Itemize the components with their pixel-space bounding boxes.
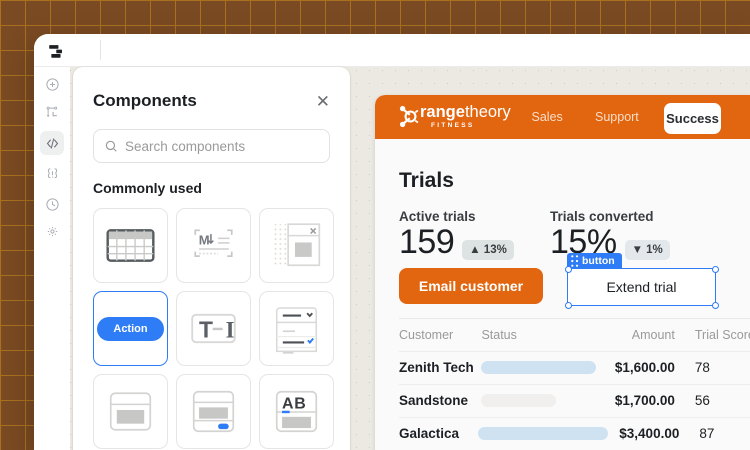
- svg-text:T: T: [199, 317, 213, 343]
- svg-text:M: M: [199, 232, 210, 247]
- svg-text:A: A: [282, 395, 294, 412]
- svg-text:I: I: [226, 318, 235, 343]
- svg-text:B: B: [294, 395, 306, 412]
